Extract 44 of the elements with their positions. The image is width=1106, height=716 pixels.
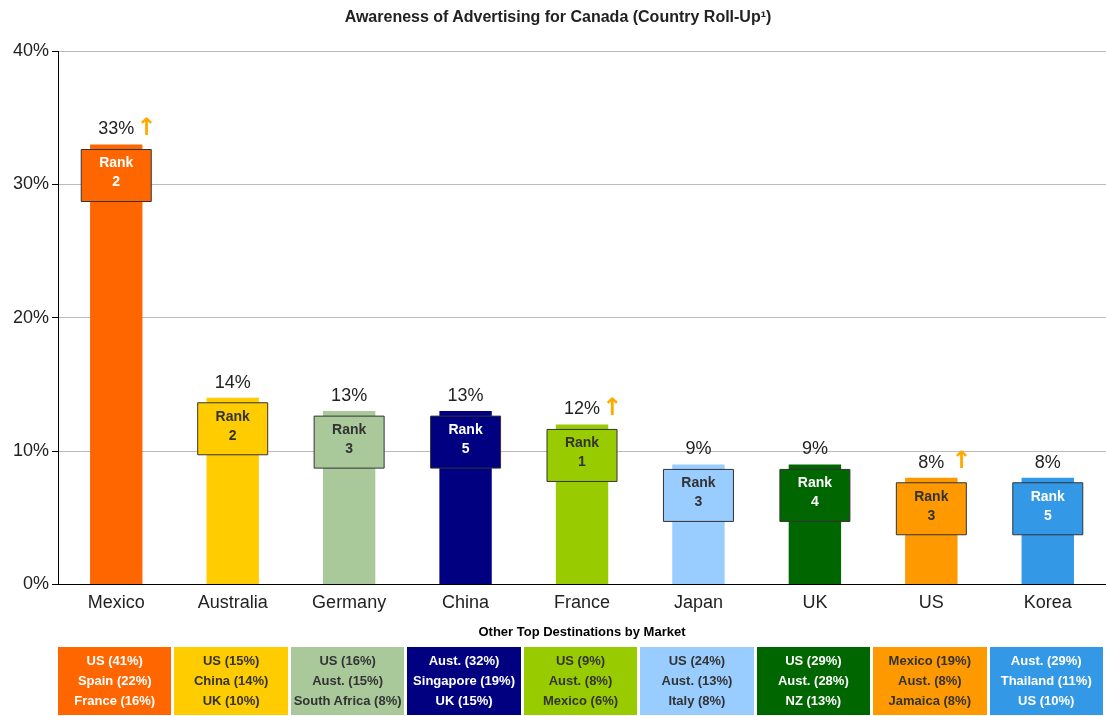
data-label: 9% bbox=[685, 438, 712, 459]
text: Mexico (19%) Aust. (8%) Jamaica (8%) bbox=[887, 652, 972, 710]
text: US (41%) Spain (22%) France (16%) bbox=[73, 652, 157, 710]
text: Aust. (32%) Singapore (19%) UK (15%) bbox=[412, 652, 516, 710]
text: US (9%) Aust. (8%) Mexico (6%) bbox=[541, 652, 620, 710]
x-tick-label: France bbox=[554, 592, 611, 613]
data-label: 12% bbox=[564, 398, 601, 419]
annotation: Rank 3 bbox=[681, 474, 716, 510]
annotation: Rank 5 bbox=[448, 420, 483, 456]
y-tick-label: 40% bbox=[13, 40, 50, 61]
text: Other Top Destinations by Market bbox=[477, 624, 687, 639]
data-label: 8% bbox=[1034, 451, 1061, 472]
annotation: Rank 3 bbox=[332, 420, 367, 456]
x-tick-label: US bbox=[918, 592, 944, 613]
data-label: 13% bbox=[331, 385, 368, 406]
annotation: ↑ bbox=[601, 392, 623, 421]
annotation: ↑ bbox=[951, 445, 972, 474]
text: US (29%) Aust. (28%) NZ (13%) bbox=[776, 652, 850, 710]
y-tick-label: 0% bbox=[23, 573, 50, 594]
data-label: 14% bbox=[214, 371, 251, 392]
text: US (16%) Aust. (15%) South Africa (8%) bbox=[292, 652, 403, 710]
annotation: Rank 4 bbox=[797, 474, 833, 510]
text: US (15%) China (14%) UK (10%) bbox=[192, 652, 270, 710]
x-tick-label: China bbox=[442, 592, 491, 613]
annotation: Rank 2 bbox=[215, 407, 251, 443]
x-tick-label: Japan bbox=[673, 592, 723, 613]
data-label: 33% bbox=[98, 118, 135, 139]
x-tick-label: Mexico bbox=[87, 592, 145, 613]
annotation: Rank 2 bbox=[99, 154, 134, 190]
data-label: 13% bbox=[447, 385, 484, 406]
text: US (24%) Aust. (13%) Italy (8%) bbox=[660, 652, 734, 710]
x-tick-label: UK bbox=[802, 592, 828, 613]
x-tick-label: Australia bbox=[197, 592, 269, 613]
annotation: ↑ bbox=[136, 112, 157, 141]
annotation: Rank 1 bbox=[564, 434, 600, 470]
data-label: 8% bbox=[918, 451, 945, 472]
x-tick-label: Germany bbox=[312, 592, 387, 613]
chart-title: Awareness of Advertising for Canada (Country Roll-Up¹) bbox=[344, 8, 772, 26]
y-tick-label: 30% bbox=[13, 173, 50, 194]
y-tick-label: 20% bbox=[13, 306, 50, 327]
data-label: 9% bbox=[801, 438, 828, 459]
y-tick-label: 10% bbox=[13, 440, 50, 461]
text: Aust. (29%) Thailand (11%) US (10%) bbox=[999, 652, 1093, 710]
x-tick-label: Korea bbox=[1023, 592, 1073, 613]
